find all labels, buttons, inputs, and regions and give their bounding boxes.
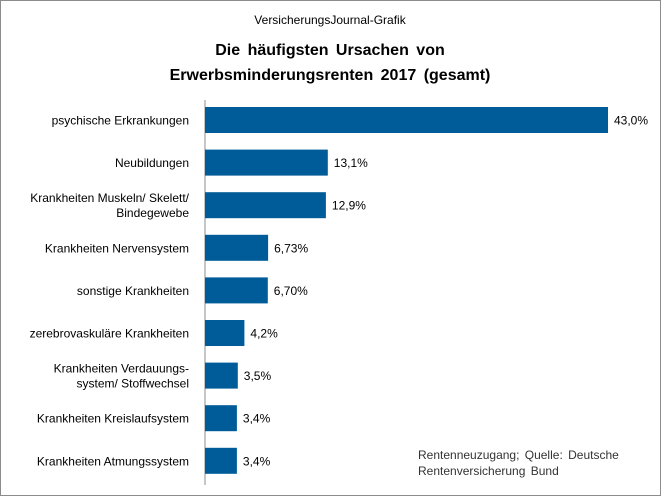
value-label-2: 12,9% [332,199,366,213]
bar-7 [205,405,237,432]
category-label-6-line-0: Krankheiten Verdauungs- [54,362,189,376]
chart-header: VersicherungsJournal-Grafik [254,13,406,27]
category-label-5: zerebrovaskuläre Krankheiten [30,327,189,341]
category-label-2-line-1: Bindegewebe [116,206,189,220]
bar-2 [205,192,326,219]
value-label-7: 3,4% [243,412,271,426]
category-label-7: Krankheiten Kreislaufsystem [37,412,189,426]
value-label-8: 3,4% [243,454,271,468]
chart-title-line-2: Erwerbsminderungsrenten 2017 (gesamt) [170,67,491,84]
source-note: Rentenneuzugang; Quelle: Deutsche Renten… [418,448,619,478]
bar-4 [205,277,268,304]
bar-6 [205,362,238,389]
value-label-3: 6,73% [274,241,308,255]
bar-3 [205,234,269,261]
value-label-6: 3,5% [244,369,272,383]
category-label-8: Krankheiten Atmungssystem [37,454,189,468]
bar-5 [205,320,245,346]
chart-title-line-1: Die häufigsten Ursachen von [215,42,445,59]
bar-1 [205,149,328,176]
value-label-0: 43,0% [614,114,648,128]
bar-8 [205,447,237,474]
value-label-4: 6,70% [274,284,308,298]
category-label-2-line-0: Krankheiten Muskeln/ Skelett/ [30,191,189,205]
value-label-5: 4,2% [250,327,278,341]
category-label-3: Krankheiten Nervensystem [45,241,189,255]
value-label-1: 13,1% [334,156,368,170]
bar-0 [205,107,608,133]
category-label-6-line-1: system/ Stoffwechsel [77,377,190,391]
category-label-4: sonstige Krankheiten [77,284,189,298]
category-label-0: psychische Erkrankungen [52,114,189,128]
bars-group: 43,0% psychische Erkrankungen 13,1% Neubild… [30,107,648,474]
category-label-1: Neubildungen [115,156,189,170]
